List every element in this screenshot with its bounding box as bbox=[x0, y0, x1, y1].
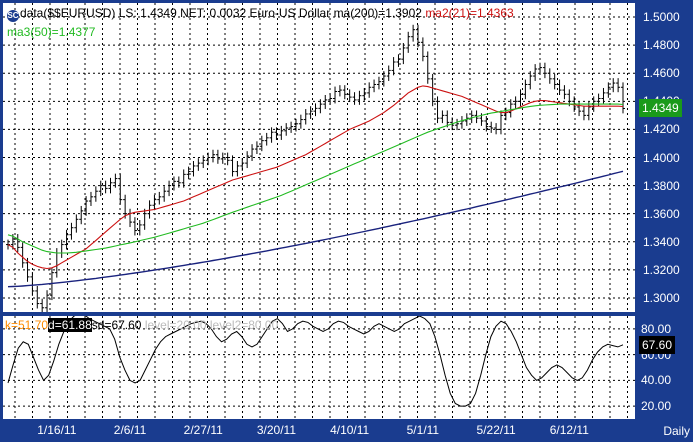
oscillator-axis: 80.00 60.00 40.00 20.00 67.60 bbox=[635, 316, 693, 419]
price-tick-label: 1.4600 bbox=[643, 66, 680, 81]
date-tick-label: 4/10/11 bbox=[330, 423, 370, 437]
period-label: Daily bbox=[663, 424, 690, 438]
oscillator-panel: k=51.70d=61.88sd=67.60 level=20.00 level… bbox=[3, 316, 635, 419]
price-tick-label: 1.3000 bbox=[643, 290, 680, 305]
date-tick-label: 1/16/11 bbox=[37, 423, 77, 437]
legend-last: LS: 1.4349 bbox=[118, 6, 177, 20]
price-tick-label: 1.4800 bbox=[643, 38, 680, 53]
date-tick-label: 6/12/11 bbox=[549, 423, 589, 437]
oscillator-chart-svg bbox=[3, 316, 635, 419]
ma200-line bbox=[7, 170, 624, 288]
legend-ma50: ma3(50)=1.4377 bbox=[7, 25, 96, 39]
osc-d: d=61.88 bbox=[48, 318, 92, 332]
legend-symbol: data($$EURUSD) bbox=[20, 6, 116, 20]
osc-tick-label: 40.00 bbox=[641, 373, 672, 388]
osc-current-badge: 67.60 bbox=[639, 335, 676, 354]
osc-level2: level2=80.00 bbox=[209, 318, 279, 332]
legend-name: Euro-US Dollar bbox=[249, 6, 331, 20]
legend-ma200: ma(200)=1.3902 bbox=[333, 6, 422, 20]
date-axis: 1/16/11 2/6/11 2/27/11 3/20/11 4/10/11 5/1/11… bbox=[3, 419, 635, 442]
osc-tick-label: 80.00 bbox=[641, 321, 672, 336]
ma50-line bbox=[7, 103, 624, 254]
price-axis: 1.50001.48001.46001.44001.42001.40001.38… bbox=[635, 3, 693, 312]
price-panel: SCdata($$EURUSD) LS: 1.4349 NET: 0.0032 … bbox=[3, 3, 635, 312]
date-tick-label: 2/6/11 bbox=[113, 423, 147, 437]
price-tick-label: 1.3400 bbox=[643, 234, 680, 249]
stockcharts-logo-icon: SC bbox=[7, 10, 19, 22]
price-current-badge: 1.4349 bbox=[639, 99, 682, 118]
price-tick-label: 1.3600 bbox=[643, 206, 680, 221]
price-chart-svg bbox=[3, 3, 635, 312]
price-tick-label: 1.4200 bbox=[643, 122, 680, 137]
stochastic-line bbox=[7, 316, 624, 407]
osc-sd: sd=67.60 bbox=[91, 318, 142, 332]
date-tick-label: 5/1/11 bbox=[406, 423, 440, 437]
price-tick-label: 1.5000 bbox=[643, 10, 680, 25]
date-tick-label: 2/27/11 bbox=[183, 423, 223, 437]
date-tick-label: 3/20/11 bbox=[256, 423, 297, 437]
price-tick-label: 1.4000 bbox=[643, 150, 680, 165]
price-tick-label: 1.3800 bbox=[643, 178, 680, 193]
oscillator-legend: k=51.70d=61.88sd=67.60 level=20.00 level… bbox=[5, 318, 278, 332]
price-legend-line-2: ma3(50)=1.4377 bbox=[7, 25, 95, 39]
legend-net: NET: 0.0032 bbox=[180, 6, 247, 20]
price-tick-label: 1.3200 bbox=[643, 262, 680, 277]
legend-ma21: ma2(21)=1.4363 bbox=[425, 6, 514, 20]
price-legend: SCdata($$EURUSD) LS: 1.4349 NET: 0.0032 … bbox=[7, 6, 514, 22]
date-tick-label: 5/22/11 bbox=[476, 423, 516, 437]
ma21-line bbox=[7, 85, 624, 270]
osc-level: level=20.00 bbox=[144, 318, 207, 332]
osc-k: k=51.70 bbox=[5, 318, 49, 332]
osc-tick-label: 20.00 bbox=[641, 399, 672, 414]
